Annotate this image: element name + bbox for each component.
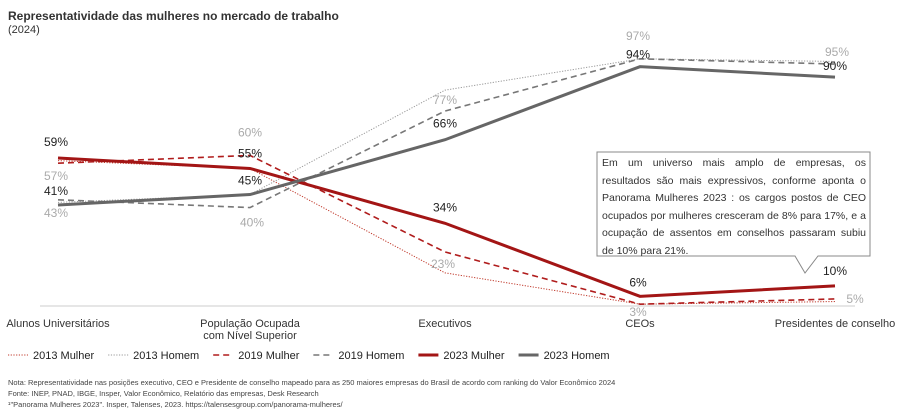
x-tick-label: Presidentes de conselho (775, 318, 895, 330)
data-label: 5% (846, 292, 864, 306)
series-line-2023-mulher (57, 156, 836, 298)
data-label: 97% (626, 29, 650, 43)
series-line-2013-mulher (57, 160, 836, 305)
x-tick-label: com Nível Superior (203, 330, 297, 342)
data-label: 59% (44, 135, 68, 149)
series-line-2013-homem (57, 58, 836, 203)
data-label: 90% (823, 59, 847, 73)
data-label: 55% (238, 146, 262, 160)
chart-subtitle: (2024) (8, 24, 40, 36)
x-tick-label: CEOs (625, 318, 655, 330)
legend-label: 2013 Homem (133, 350, 199, 362)
data-label: 3% (629, 305, 647, 319)
note-text: Nota: Representatividade nas posições ex… (8, 378, 616, 387)
data-label: 95% (825, 45, 849, 59)
legend-label: 2023 Homem (544, 350, 610, 362)
data-label: 6% (629, 275, 647, 289)
data-label: 40% (240, 216, 264, 230)
series-line-2023-homem (57, 65, 836, 207)
data-label: 77% (433, 93, 457, 107)
legend-label: 2023 Mulher (443, 350, 504, 362)
legend-label: 2019 Homem (338, 350, 404, 362)
chart-title: Representatividade das mulheres no merca… (8, 9, 339, 23)
data-label: 57% (44, 169, 68, 183)
data-label: 10% (823, 264, 847, 278)
data-label: 66% (433, 117, 457, 131)
data-label: 45% (238, 174, 262, 188)
data-label: 43% (44, 206, 68, 220)
x-tick-label: Executivos (418, 318, 472, 330)
data-label: 60% (238, 125, 262, 139)
legend-label: 2013 Mulher (33, 350, 94, 362)
data-label: 23% (431, 257, 455, 271)
source-text: Fonte: INEP, PNAD, IBGE, Insper, Valor E… (8, 389, 319, 398)
data-label: 34% (433, 200, 457, 214)
legend-label: 2019 Mulher (238, 350, 299, 362)
x-tick-label: População Ocupada (200, 318, 301, 330)
callout-text: Em um universo mais amplo de empresas, o… (602, 157, 866, 257)
x-tick-label: Alunos Universitários (6, 318, 110, 330)
callout-box (596, 151, 871, 274)
reference-text: ¹"Panorama Mulheres 2023". Insper, Talen… (8, 400, 343, 409)
data-label: 41% (44, 184, 68, 198)
data-label: 94% (626, 48, 650, 62)
